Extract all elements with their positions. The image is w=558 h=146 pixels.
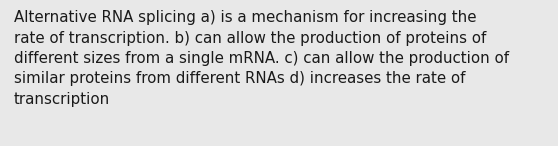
Text: Alternative RNA splicing a) is a mechanism for increasing the
rate of transcript: Alternative RNA splicing a) is a mechani…: [14, 10, 509, 107]
